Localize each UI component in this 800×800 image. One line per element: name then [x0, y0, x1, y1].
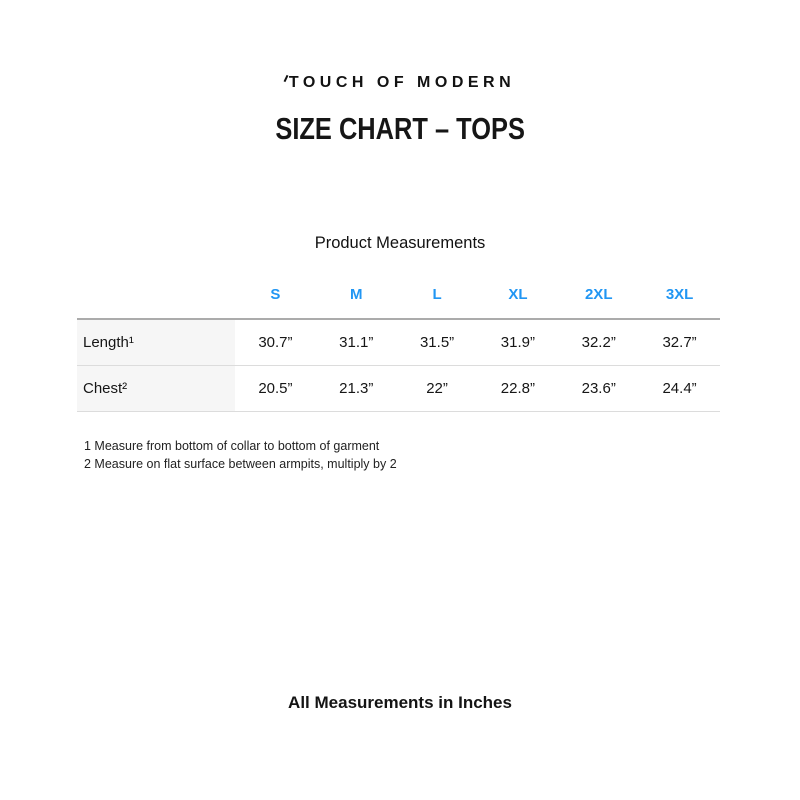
table-row-chest: Chest² 20.5” 21.3” 22” 22.8” 23.6” 24.4”	[77, 365, 720, 412]
footnotes: 1 Measure from bottom of collar to botto…	[84, 438, 397, 473]
footnote-2: 2 Measure on flat surface between armpit…	[84, 456, 397, 471]
brand-logo: TOUCH OF MODERN	[0, 74, 800, 92]
page-title: SIZE CHART – TOPS	[0, 111, 800, 147]
table-row-length: Length¹ 30.7” 31.1” 31.5” 31.9” 32.2” 32…	[77, 319, 720, 366]
table-caption: Product Measurements	[314, 234, 486, 252]
chest-value-2xl: 23.6”	[558, 365, 640, 412]
size-header-xl: XL	[477, 270, 559, 320]
chest-value-m: 21.3”	[315, 365, 397, 412]
length-value-3xl: 32.7”	[639, 319, 720, 366]
footer-note: All Measurements in Inches	[288, 693, 512, 712]
page-title-text: SIZE CHART – TOPS	[275, 111, 525, 146]
length-value-xl: 31.9”	[477, 319, 559, 366]
chest-value-3xl: 24.4”	[639, 365, 720, 412]
size-header-empty-cell	[77, 270, 235, 320]
size-header-3xl: 3XL	[639, 270, 720, 320]
chest-value-xl: 22.8”	[477, 365, 559, 412]
row-label-chest: Chest²	[77, 365, 235, 412]
length-value-m: 31.1”	[315, 319, 397, 366]
size-header-row: S M L XL 2XL 3XL	[77, 270, 720, 320]
size-header-m: M	[315, 270, 397, 320]
brand-logo-text: TOUCH OF MODERN	[288, 74, 516, 91]
length-value-l: 31.5”	[396, 319, 478, 366]
logo-tick-icon	[283, 74, 289, 83]
chest-value-s: 20.5”	[235, 365, 316, 412]
size-table: S M L XL 2XL 3XL Length¹ 30.7” 31.1” 31.…	[77, 270, 720, 412]
footnote-1: 1 Measure from bottom of collar to botto…	[84, 439, 380, 453]
length-value-2xl: 32.2”	[558, 319, 640, 366]
size-header-2xl: 2XL	[558, 270, 640, 320]
row-label-length: Length¹	[77, 319, 235, 366]
length-value-s: 30.7”	[235, 319, 316, 366]
size-header-s: S	[235, 270, 316, 320]
size-header-l: L	[396, 270, 478, 320]
chest-value-l: 22”	[396, 365, 478, 412]
